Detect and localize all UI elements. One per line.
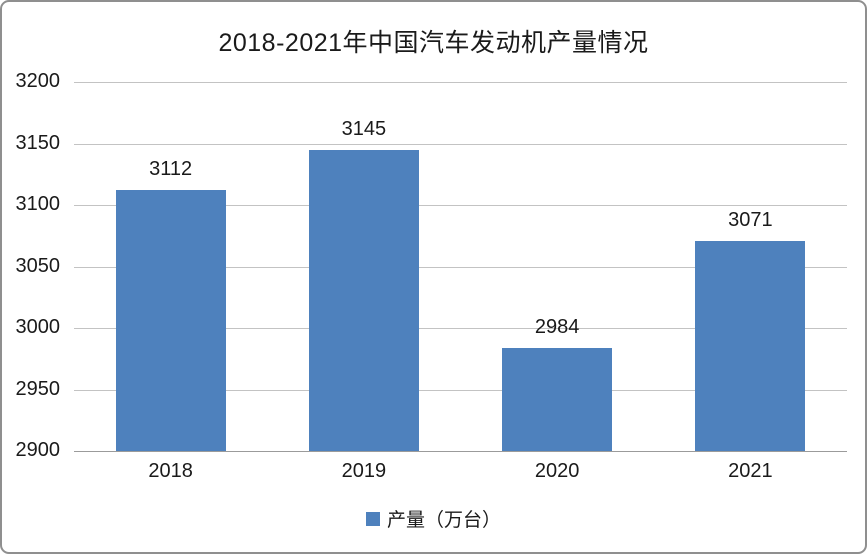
bar-2021 [695, 240, 806, 451]
gridline [74, 389, 847, 391]
bar-value-label: 3145 [341, 117, 387, 140]
legend-marker-square-icon [365, 511, 380, 526]
y-tick-label: 2950 [15, 377, 61, 400]
y-tick-label: 3050 [15, 254, 61, 277]
gridline [74, 82, 847, 83]
chart-title: 2018-2021年中国汽车发动机产量情况 [218, 29, 649, 57]
x-axis-label: 2021 [728, 460, 773, 482]
gridline [74, 328, 847, 329]
y-tick-label: 3150 [15, 131, 61, 154]
y-tick-label: 3000 [15, 316, 61, 338]
gridline [74, 266, 847, 268]
bar-2019 [308, 149, 419, 451]
bar-value-label: 3112 [149, 158, 193, 181]
legend-label: 产量（万台） [386, 510, 501, 531]
x-axis-baseline [74, 451, 847, 452]
x-axis-label: 2020 [534, 460, 580, 482]
x-axis-label: 2019 [341, 460, 387, 482]
gridline [74, 205, 847, 206]
legend: 产量（万台） [2, 505, 865, 532]
plot-area: 3112 3145 2984 3071 [74, 82, 847, 452]
gridline [74, 143, 847, 145]
bar-value-label: 2984 [534, 315, 580, 338]
y-tick-label: 2900 [15, 439, 61, 461]
bar-2018 [115, 190, 226, 451]
y-tick-label: 3200 [15, 70, 61, 92]
bar-value-label: 3071 [728, 208, 773, 231]
x-axis-label: 2018 [148, 460, 193, 482]
y-tick-label: 3100 [15, 193, 61, 215]
bar-2020 [502, 347, 613, 451]
